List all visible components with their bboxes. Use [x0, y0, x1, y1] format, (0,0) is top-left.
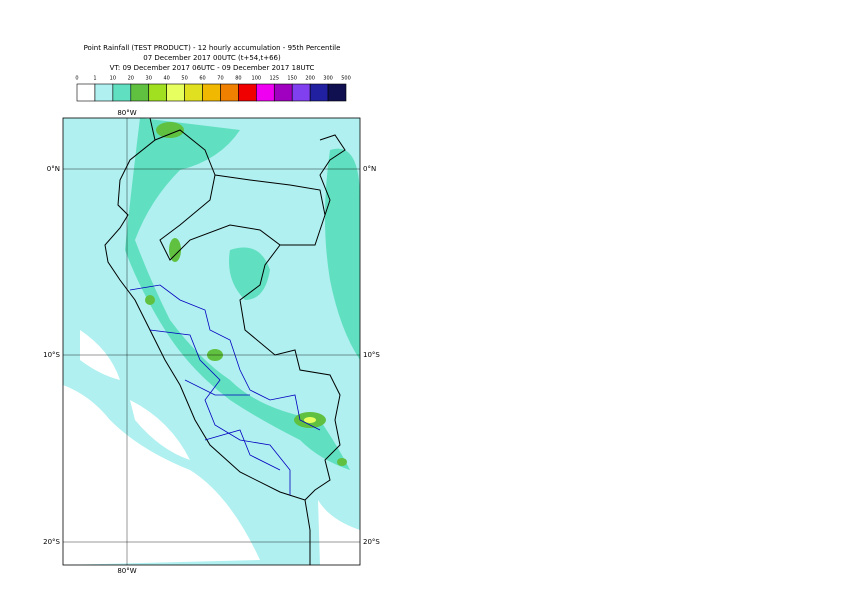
- color-swatch: [94, 83, 114, 102]
- legend-label: 60: [199, 76, 205, 82]
- moderate-rain: [229, 247, 270, 300]
- map-frame: [62, 117, 361, 566]
- legend-label: 70: [217, 76, 223, 82]
- color-swatch: [256, 83, 275, 102]
- color-swatch: [76, 83, 96, 102]
- legend-label: 500: [341, 76, 351, 82]
- legend-label: 80: [235, 76, 241, 82]
- lat-label: 10°S: [363, 351, 380, 359]
- lon-label: 80°W: [117, 567, 136, 575]
- color-swatch: [202, 83, 221, 102]
- country-border: [154, 129, 341, 501]
- color-swatch: [184, 83, 203, 102]
- legend-label: 300: [323, 76, 333, 82]
- color-swatch: [291, 83, 311, 102]
- no-rain-area: [130, 400, 190, 460]
- heavy-rain: [145, 295, 155, 305]
- lat-label: 20°S: [43, 538, 60, 546]
- color-swatch: [112, 83, 132, 102]
- color-swatch: [130, 83, 150, 102]
- legend-label: 150: [287, 76, 297, 82]
- title: Point Rainfall (TEST PRODUCT) - 12 hourl…: [84, 44, 341, 52]
- color-swatch: [148, 83, 167, 102]
- heavy-rain: [337, 458, 347, 466]
- legend-label: 50: [181, 76, 187, 82]
- heavy-rain: [304, 417, 316, 423]
- colorbar: 0 1 10 20 30 40 50 60 70 80 100 125 150 200 300 500: [75, 76, 351, 102]
- moderate-rain: [325, 148, 360, 360]
- legend-label: 30: [146, 76, 152, 82]
- coastline: [104, 118, 311, 565]
- legend-label: 1: [93, 76, 96, 82]
- lat-label: 10°S: [43, 351, 60, 359]
- color-swatch: [309, 83, 329, 102]
- no-rain-area: [63, 385, 260, 565]
- color-swatch: [166, 83, 185, 102]
- map-panel: 0°N 0°N 10°S 10°S 20°S 20°S 80°W 80°W: [43, 109, 380, 575]
- heavy-rain: [169, 238, 181, 262]
- lat-label: 20°S: [363, 538, 380, 546]
- color-swatch: [273, 83, 293, 102]
- legend-label: 0: [75, 76, 78, 82]
- no-rain-area: [318, 500, 360, 565]
- heavy-rain: [156, 122, 184, 138]
- legend-label: 20: [128, 76, 134, 82]
- validity-time: VT: 09 December 2017 06UTC - 09 December…: [110, 64, 315, 72]
- lon-label: 80°W: [117, 109, 136, 117]
- legend-label: 200: [305, 76, 315, 82]
- moderate-rain: [125, 118, 350, 470]
- color-swatch: [327, 83, 347, 102]
- legend-label: 40: [163, 76, 169, 82]
- legend-label: 125: [269, 76, 279, 82]
- color-swatch: [238, 83, 257, 102]
- lat-label: 0°N: [363, 165, 376, 173]
- legend-label: 100: [252, 76, 262, 82]
- legend-label: 10: [110, 76, 116, 82]
- run-time: 07 December 2017 00UTC (t+54,t+66): [143, 54, 281, 62]
- color-swatch: [220, 83, 239, 102]
- country-border: [214, 134, 346, 246]
- lat-label: 0°N: [47, 165, 60, 173]
